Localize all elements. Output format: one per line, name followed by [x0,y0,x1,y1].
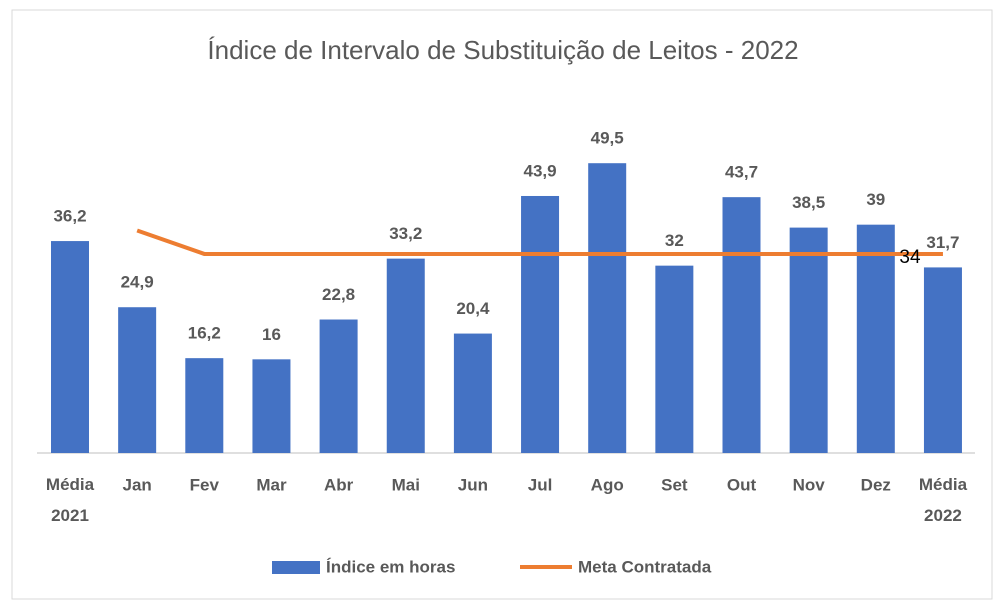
data-label: 22,8 [322,285,355,304]
data-label: 33,2 [389,224,422,243]
x-tick-label: Média 2021 [46,475,95,525]
bar [386,258,425,453]
x-tick-label: Mai [392,475,420,494]
data-label: 36,2 [53,207,86,226]
data-label: 31,7 [926,233,959,252]
data-label: 39 [866,190,885,209]
x-tick-label: Jan [123,475,152,494]
bar [51,241,89,453]
bar [118,307,157,453]
x-tick-label: Jul [528,475,553,494]
x-tick-label: Jun [458,475,488,494]
bar [789,227,828,453]
bar [722,197,761,453]
chart-title: Índice de Intervalo de Substituição de L… [207,35,798,65]
bar [185,358,224,453]
data-label: 49,5 [591,129,624,148]
legend-label: Índice em horas [326,557,455,576]
x-tick-label: Dez [861,475,891,494]
data-label: 34 [899,247,921,268]
data-label: 43,7 [725,163,758,182]
data-label: 16,2 [188,324,221,343]
data-label: 38,5 [792,193,825,212]
bar [923,267,962,453]
x-tick-label: Mar [256,475,287,494]
x-tick-label: Nov [793,475,826,494]
bar [856,224,895,453]
x-tick-label: Fev [190,475,220,494]
x-tick-label: Out [727,475,757,494]
line [136,228,943,256]
x-tick-label: Abr [324,475,354,494]
bar [252,359,291,453]
x-tick-label: Média 2022 [919,475,968,525]
bar [319,319,358,453]
chart-frame [11,9,993,600]
bar [521,195,560,453]
bar [453,333,492,453]
data-label: 16 [262,325,281,344]
x-tick-label: Ago [591,475,624,494]
data-label: 43,9 [524,161,557,180]
data-label: 24,9 [121,273,154,292]
data-label: 20,4 [456,299,490,318]
bar [588,163,627,453]
legend-label: Meta Contratada [578,557,712,576]
legend-swatch [272,561,320,574]
bar [655,265,694,453]
data-label: 32 [665,231,684,250]
x-tick-label: Set [661,475,688,494]
